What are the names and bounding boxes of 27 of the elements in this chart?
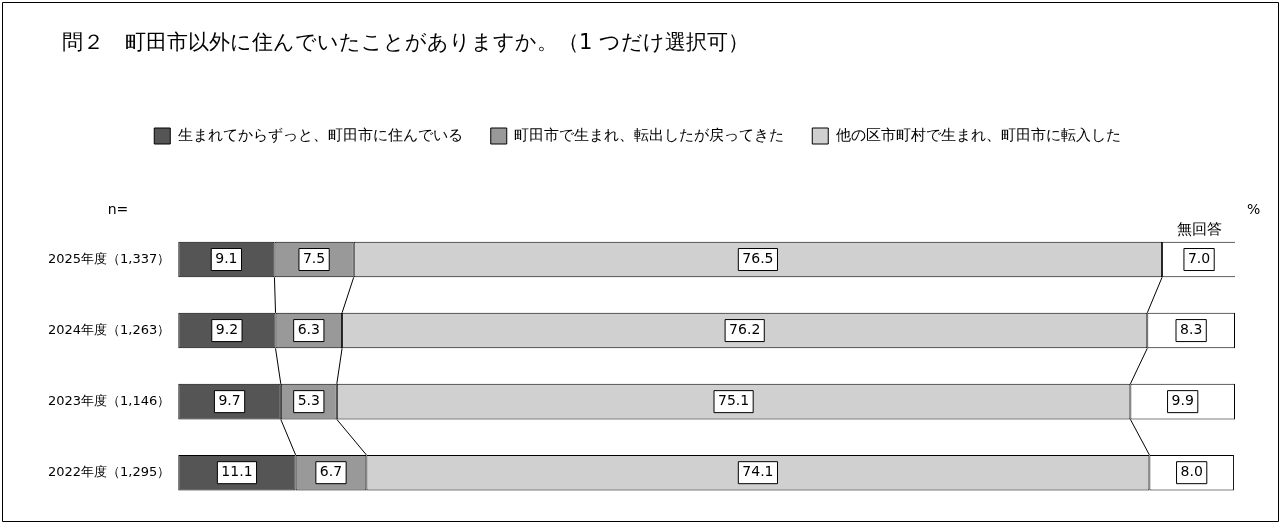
data-label: 6.3 xyxy=(297,321,320,338)
legend-label: 町田市で生まれ、転出したが戻ってきた xyxy=(514,125,785,144)
y-tick-label: 2022年度（1,295） xyxy=(47,464,171,480)
series-label: 無回答 xyxy=(1176,220,1222,239)
data-label: 5.3 xyxy=(297,392,320,409)
data-label: 76.2 xyxy=(729,321,761,338)
y-tick-label: 2023年度（1,146） xyxy=(47,393,171,408)
data-label: 8.3 xyxy=(1180,321,1203,338)
data-label: 7.5 xyxy=(302,250,326,267)
data-label: 76.5 xyxy=(742,250,774,267)
data-label: 74.1 xyxy=(742,463,774,480)
data-label: 9.2 xyxy=(215,321,239,338)
data-label: 9.1 xyxy=(215,250,238,267)
data-label: 6.7 xyxy=(319,463,343,480)
y-tick-label: 2024年度（1,263） xyxy=(47,321,171,337)
data-label: 11.1 xyxy=(221,463,253,480)
data-label: 9.9 xyxy=(1171,392,1194,409)
text: n= xyxy=(107,200,129,217)
data-label: 7.0 xyxy=(1187,250,1211,267)
y-tick-label: 2025年度（1,337） xyxy=(47,250,171,266)
data-label: 9.7 xyxy=(218,392,241,409)
data-label: 75.1 xyxy=(718,392,750,409)
legend-label: 他の区市町村で生まれ、町田市に転入した xyxy=(835,125,1121,144)
chart-title: 問２ 町田市以外に住んでいたことがありますか。（1 つだけ選択可） xyxy=(62,30,750,55)
data-label: 8.0 xyxy=(1180,463,1203,480)
legend-label: 生まれてからずっと、町田市に住んでいる xyxy=(177,125,463,144)
text: % xyxy=(1247,200,1261,217)
